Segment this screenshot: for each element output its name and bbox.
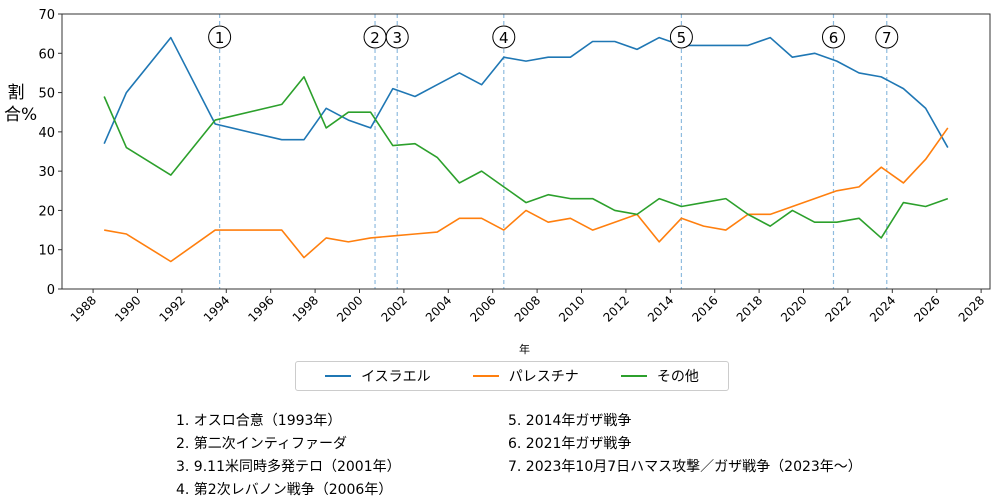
y-tick-label: 10 <box>38 244 55 259</box>
event-marker-label: 5 <box>677 29 687 47</box>
y-tick-label: 20 <box>38 204 55 219</box>
x-tick-label: 2022 <box>823 293 854 324</box>
x-tick-label: 2012 <box>601 293 632 324</box>
series-line-1 <box>104 127 949 263</box>
x-tick-label: 2010 <box>556 293 587 324</box>
x-tick-label: 2000 <box>334 293 365 324</box>
event-marker-label: 7 <box>882 29 892 47</box>
x-tick-label: 2014 <box>645 293 676 324</box>
event-note: 5. 2014年ガザ戦争 <box>508 413 632 429</box>
series-line-2 <box>103 76 949 239</box>
x-tick-label: 2006 <box>467 293 498 324</box>
y-axis-label: 割合% <box>4 83 38 125</box>
x-tick-label: 2004 <box>423 293 454 324</box>
y-tick-label: 50 <box>38 87 55 102</box>
event-marker-circle <box>385 25 409 49</box>
y-tick-label: 30 <box>38 165 55 180</box>
plot-frame <box>61 13 991 290</box>
legend-label-palestine: パレスチナ <box>508 369 579 385</box>
legend-item-israel: イスラエル <box>325 366 431 386</box>
legend-swatch-israel <box>325 375 352 377</box>
x-tick-label: 2002 <box>379 293 410 324</box>
event-marker-circle <box>669 25 693 49</box>
event-marker-label: 2 <box>370 29 380 47</box>
y-tick-label: 60 <box>38 47 55 62</box>
x-tick-label: 2020 <box>778 293 809 324</box>
x-tick-label: 2008 <box>512 293 543 324</box>
event-note: 7. 2023年10月7日ハマス攻撃／ガザ戦争（2023年〜） <box>508 459 862 475</box>
event-notes-left: 1. オスロ合意（1993年） 2. 第二次インティファーダ 3. 9.11米同… <box>176 410 401 502</box>
legend-item-palestine: パレスチナ <box>472 366 579 386</box>
y-tick-label: 0 <box>47 283 55 298</box>
legend-label-other: その他 <box>656 369 699 385</box>
event-notes-right: 5. 2014年ガザ戦争 6. 2021年ガザ戦争 7. 2023年10月7日ハ… <box>508 410 862 479</box>
x-tick-label: 1998 <box>290 293 321 324</box>
x-tick-label: 2024 <box>867 293 898 324</box>
legend: イスラエル パレスチナ その他 <box>295 361 729 391</box>
event-note: 2. 第二次インティファーダ <box>176 436 347 452</box>
event-note: 3. 9.11米同時多発テロ（2001年） <box>176 459 401 475</box>
x-tick-label: 2016 <box>689 293 720 324</box>
event-marker-circle <box>208 25 232 49</box>
y-tick-label: 70 <box>38 8 55 23</box>
event-marker-label: 1 <box>215 29 225 47</box>
x-axis-label: 年 <box>519 343 530 356</box>
series-line-0 <box>103 36 949 148</box>
x-tick-label: 1996 <box>245 293 276 324</box>
event-marker-circle <box>821 25 845 49</box>
event-marker-label: 4 <box>499 29 509 47</box>
event-marker-label: 6 <box>829 29 839 47</box>
legend-swatch-palestine <box>472 375 499 377</box>
x-tick-label: 2018 <box>734 293 765 324</box>
legend-item-other: その他 <box>620 366 699 386</box>
x-tick-label: 2028 <box>956 293 987 324</box>
event-marker-circle <box>492 25 516 49</box>
x-tick-label: 2026 <box>911 293 942 324</box>
x-tick-label: 1992 <box>157 293 188 324</box>
event-marker-label: 3 <box>392 29 402 47</box>
legend-label-israel: イスラエル <box>361 369 431 385</box>
x-tick-label: 1990 <box>112 293 143 324</box>
x-tick-label: 1988 <box>68 293 99 324</box>
event-note: 1. オスロ合意（1993年） <box>176 413 342 429</box>
y-tick-label: 40 <box>38 126 55 141</box>
legend-swatch-other <box>620 375 647 377</box>
event-note: 4. 第2次レバノン戦争（2006年） <box>176 482 393 498</box>
event-note: 6. 2021年ガザ戦争 <box>508 436 632 452</box>
x-tick-label: 1994 <box>201 293 232 324</box>
event-marker-circle <box>875 25 899 49</box>
